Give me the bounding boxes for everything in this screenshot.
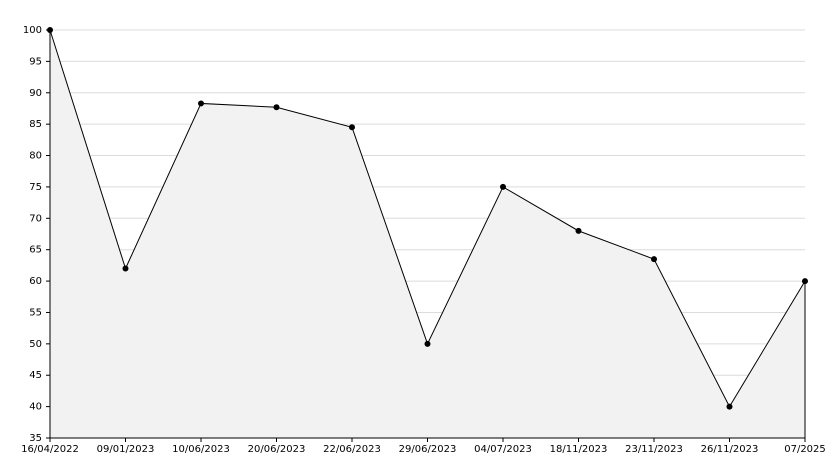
y-tick-label: 55 [29, 307, 42, 318]
point [651, 256, 657, 263]
y-tick-label: 85 [29, 119, 42, 130]
point [198, 100, 204, 107]
point [802, 278, 808, 285]
y-tick-label: 40 [29, 402, 42, 413]
x-tick-label: 22/06/2023 [323, 444, 381, 455]
x-tick-label: 26/11/2023 [701, 444, 759, 455]
x-tick-label: 10/06/2023 [172, 444, 230, 455]
y-tick-label: 95 [29, 56, 42, 67]
y-tick-label: 50 [29, 339, 42, 350]
x-tick-label: 18/11/2023 [550, 444, 608, 455]
y-tick-label: 75 [29, 182, 42, 193]
y-tick-label: 70 [29, 213, 42, 224]
y-tick-label: 80 [29, 151, 42, 162]
y-tick-label: 45 [29, 370, 42, 381]
point [424, 340, 431, 347]
y-tick-label: 65 [29, 245, 42, 256]
point [273, 104, 280, 111]
y-tick-label: 90 [29, 88, 42, 99]
y-tick-label: 100 [23, 25, 42, 36]
point [500, 183, 506, 190]
y-tick-label: 60 [29, 276, 42, 287]
x-tick-label: 04/07/2023 [474, 444, 532, 455]
point [575, 227, 582, 234]
x-tick-label: 16/04/2022 [21, 444, 79, 455]
x-tick-label: 09/01/2023 [97, 444, 155, 455]
area [50, 30, 805, 438]
x-tick-label: 23/11/2023 [625, 444, 683, 455]
x-tick-label: 29/06/2023 [399, 444, 457, 455]
x-tick-label: 07/2025 [784, 444, 826, 455]
point [47, 27, 53, 33]
y-tick-label: 35 [29, 433, 42, 444]
x-tick-label: 20/06/2023 [248, 444, 306, 455]
point [726, 403, 733, 410]
point [122, 265, 129, 272]
point [349, 124, 355, 131]
